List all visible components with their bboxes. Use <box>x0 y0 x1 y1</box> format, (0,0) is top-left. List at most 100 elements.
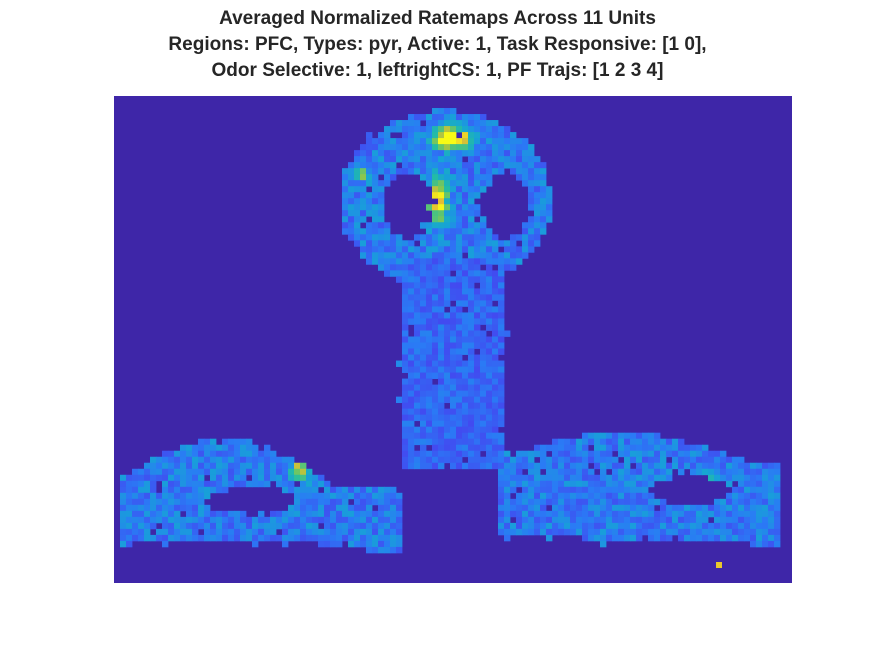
heatmap-cell <box>510 486 517 494</box>
heatmap-cell <box>366 162 373 169</box>
heatmap-cell <box>306 486 313 494</box>
heatmap-cell <box>420 168 427 175</box>
heatmap-cell <box>426 246 433 253</box>
heatmap-cell <box>588 522 595 530</box>
heatmap-cell <box>708 534 715 542</box>
heatmap-cell <box>486 246 493 253</box>
heatmap-cell <box>258 480 265 488</box>
heatmap-cell <box>408 366 415 373</box>
heatmap-cell <box>480 336 487 343</box>
heatmap-cell <box>486 270 493 277</box>
heatmap-cell <box>210 468 217 476</box>
heatmap-cell <box>438 390 445 398</box>
heatmap-cell <box>558 516 565 524</box>
heatmap-cell <box>420 162 427 169</box>
heatmap-cell <box>498 144 505 151</box>
heatmap-cell <box>726 462 733 470</box>
heatmap-cell <box>726 534 733 542</box>
heatmap-cell <box>576 492 583 500</box>
heatmap-cell <box>480 366 487 373</box>
heatmap-cell <box>408 288 415 295</box>
heatmap-cell <box>246 462 253 470</box>
heatmap-cell <box>438 180 445 187</box>
heatmap-cell <box>300 474 307 482</box>
heatmap-cell <box>444 258 451 265</box>
heatmap-cell <box>648 438 655 446</box>
heatmap-cell <box>348 492 355 500</box>
heatmap-cell <box>396 360 403 367</box>
heatmap-cell <box>486 162 493 169</box>
heatmap-cell <box>516 168 523 175</box>
heatmap-cell <box>462 414 469 422</box>
heatmap-cell <box>528 168 535 175</box>
heatmap-cell <box>558 486 565 494</box>
heatmap-cell <box>456 354 463 361</box>
heatmap-cell <box>402 444 409 452</box>
heatmap-cell <box>384 504 391 512</box>
heatmap-cell <box>324 522 331 530</box>
heatmap-cell <box>726 492 733 500</box>
heatmap-cell <box>630 534 637 542</box>
heatmap-cell <box>582 468 589 476</box>
heatmap-cell <box>456 426 463 434</box>
heatmap-cell <box>486 318 493 325</box>
heatmap-cell <box>228 480 235 488</box>
heatmap-cell <box>582 528 589 536</box>
heatmap-cell <box>732 492 739 500</box>
heatmap-cell <box>498 432 505 440</box>
heatmap-cell <box>366 252 373 259</box>
heatmap-cell <box>492 294 499 301</box>
heatmap-cell <box>420 306 427 313</box>
heatmap-cell <box>492 462 499 470</box>
heatmap-cell <box>498 336 505 343</box>
heatmap-cell <box>456 318 463 325</box>
heatmap-cell <box>408 258 415 265</box>
heatmap-cell <box>150 534 157 542</box>
heatmap-cell <box>456 198 463 205</box>
heatmap-cell <box>168 450 175 458</box>
heatmap-cell <box>774 522 781 530</box>
heatmap-cell <box>444 348 451 355</box>
heatmap-cell <box>582 450 589 458</box>
heatmap-cell <box>648 522 655 530</box>
heatmap-cell <box>726 474 733 482</box>
heatmap-cell <box>408 312 415 319</box>
heatmap-cell <box>648 456 655 464</box>
heatmap-cell <box>420 324 427 331</box>
heatmap-cell <box>744 522 751 530</box>
heatmap-cell <box>690 444 697 452</box>
heatmap-cell <box>408 432 415 440</box>
heatmap-cell <box>192 480 199 488</box>
heatmap-cell <box>192 456 199 464</box>
heatmap-cell <box>228 462 235 470</box>
heatmap-cell <box>486 156 493 163</box>
heatmap-cell <box>564 462 571 470</box>
heatmap-cell <box>480 330 487 337</box>
heatmap-cell <box>150 486 157 494</box>
heatmap-cell <box>366 156 373 163</box>
heatmap-cell <box>468 120 475 127</box>
heatmap-cell <box>534 444 541 452</box>
heatmap-cell <box>354 180 361 187</box>
heatmap-cell <box>636 534 643 542</box>
heatmap-cell <box>600 474 607 482</box>
heatmap-cell <box>420 150 427 157</box>
heatmap-cell <box>564 516 571 524</box>
heatmap-cell <box>588 432 595 440</box>
heatmap-cell <box>570 444 577 452</box>
heatmap-cell <box>486 408 493 416</box>
heatmap-cell <box>678 534 685 542</box>
heatmap-cell <box>162 492 169 500</box>
heatmap-cell <box>354 510 361 518</box>
heatmap-cell <box>396 126 403 133</box>
heatmap-cell <box>576 522 583 530</box>
heatmap-cell <box>126 486 133 494</box>
heatmap-cell <box>402 336 409 343</box>
heatmap-cell <box>444 456 451 464</box>
heatmap-cell <box>528 144 535 151</box>
heatmap-cell <box>612 504 619 512</box>
heatmap-cell <box>756 522 763 530</box>
heatmap-cell <box>636 516 643 524</box>
heatmap-cell <box>558 468 565 476</box>
heatmap-cell <box>126 528 133 536</box>
